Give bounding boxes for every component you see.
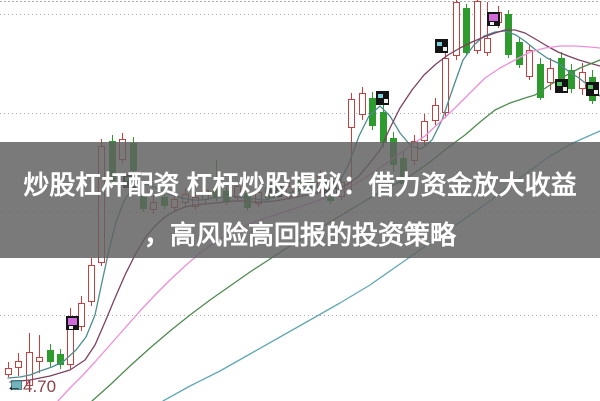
scroll-mark-icon	[11, 380, 22, 390]
banner-title-line2: ，高风险高回报的投资策略	[143, 220, 456, 250]
price-label: ← 4.70	[6, 377, 56, 397]
left-arrow-icon: ←	[6, 378, 22, 395]
banner-title-line1: 炒股杠杆配资 杠杆炒股揭秘：借力资金放大收益	[23, 170, 577, 200]
price-label-value: 4.70	[23, 377, 57, 396]
overlay-banner: 炒股杠杆配资 杠杆炒股揭秘：借力资金放大收益 ，高风险高回报的投资策略	[0, 142, 600, 258]
